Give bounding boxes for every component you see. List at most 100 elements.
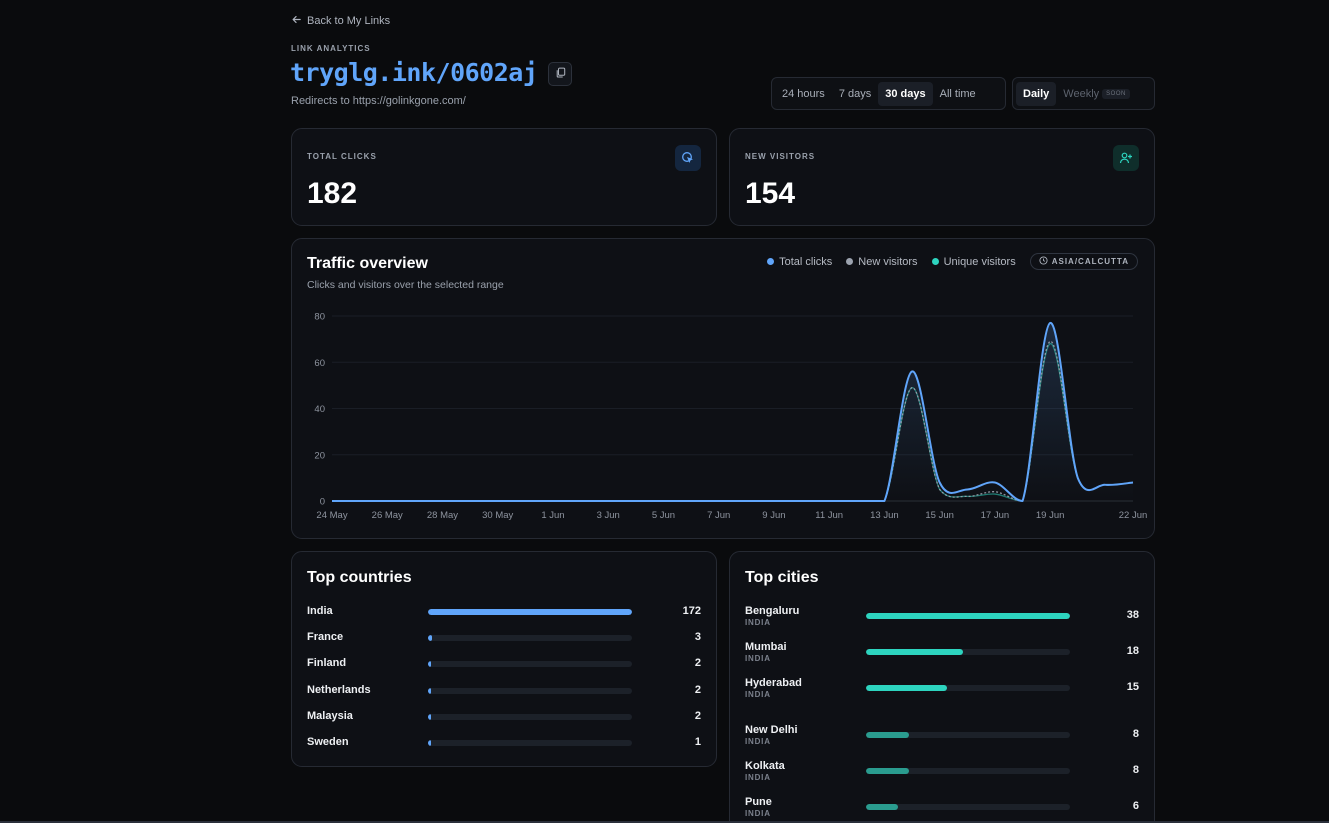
bar-track — [428, 635, 632, 641]
bar-track — [428, 688, 632, 694]
country-row-count: 172 — [682, 605, 701, 617]
granularity-selector: Daily Weekly SOON — [1012, 77, 1155, 110]
x-tick-label: 30 May — [482, 510, 513, 521]
country-row: Netherlands 2 — [307, 684, 701, 712]
range-option-all-time[interactable]: All time — [939, 87, 976, 100]
stat-label: TOTAL CLICKS — [307, 152, 377, 161]
bar-track — [428, 740, 632, 746]
city-row-count: 8 — [1132, 728, 1139, 740]
x-tick-label: 3 Jun — [597, 510, 620, 521]
x-tick-label: 19 Jun — [1036, 510, 1065, 521]
bar-track — [428, 609, 632, 615]
city-row-country: INDIA — [745, 809, 771, 818]
total-clicks-area — [332, 322, 1133, 501]
page-eyebrow: LINK ANALYTICS — [291, 44, 371, 53]
country-row: India 172 — [307, 605, 701, 633]
y-tick-label: 80 — [314, 312, 325, 323]
traffic-line-chart: 0 20 40 60 80 24 May 26 May 28 May 30 May 1 Jun 3 … — [314, 312, 1148, 522]
bar-fill — [866, 685, 947, 691]
city-row: New Delhi INDIA 8 — [745, 724, 1139, 752]
top-countries-card: Top countries India 172 France 3 Finland 2 Net… — [291, 551, 717, 767]
time-range-selector: 24 hours 7 days 30 days All time — [771, 77, 1006, 110]
country-row-count: 1 — [694, 736, 701, 748]
stat-value: 182 — [307, 177, 358, 210]
user-plus-icon — [1113, 145, 1139, 171]
bar-fill — [428, 661, 432, 667]
city-row: Bengaluru INDIA 38 — [745, 605, 1139, 633]
city-row-name: Kolkata — [745, 760, 785, 772]
bar-track — [428, 714, 632, 720]
short-url-title: tryglg.ink/0602aj — [290, 58, 538, 87]
bar-track — [866, 649, 1070, 655]
back-to-links-link[interactable]: Back to My Links — [291, 14, 390, 28]
x-tick-label: 13 Jun — [870, 510, 899, 521]
copy-url-button[interactable] — [548, 62, 572, 86]
y-tick-label: 60 — [314, 358, 325, 369]
x-tick-label: 11 Jun — [815, 510, 843, 521]
legend-item-total-clicks: Total clicks — [767, 256, 832, 268]
stat-label: NEW VISITORS — [745, 152, 816, 161]
city-row-name: Hyderabad — [745, 677, 802, 689]
stat-value: 154 — [745, 177, 796, 210]
range-option-30d[interactable]: 30 days — [878, 81, 933, 106]
copy-icon — [555, 65, 566, 83]
x-tick-label: 26 May — [372, 510, 403, 521]
country-row: Malaysia 2 — [307, 710, 701, 738]
city-row-count: 6 — [1132, 800, 1139, 812]
city-row-name: Mumbai — [745, 641, 787, 653]
bar-track — [866, 768, 1070, 774]
city-row: Pune INDIA 6 — [745, 796, 1139, 823]
bar-fill — [428, 740, 432, 746]
country-row: Sweden 1 — [307, 736, 701, 764]
legend-label: Total clicks — [779, 255, 833, 268]
total-clicks-card: TOTAL CLICKS 182 — [291, 128, 717, 226]
bar-fill — [866, 768, 909, 774]
legend-item-new-visitors: New visitors — [846, 256, 918, 268]
x-tick-label: 28 May — [427, 510, 458, 521]
country-row-name: Sweden — [307, 736, 349, 748]
bar-track — [866, 804, 1070, 810]
country-row-name: India — [307, 605, 333, 617]
legend-dot — [767, 258, 775, 265]
x-tick-label: 24 May — [316, 510, 347, 521]
legend-dot — [846, 258, 854, 265]
country-row-name: Finland — [307, 657, 347, 669]
bar-track — [866, 685, 1070, 691]
city-row-country: INDIA — [745, 618, 771, 627]
bar-track — [428, 661, 632, 667]
new-visitors-card: NEW VISITORS 154 — [729, 128, 1155, 226]
clock-icon — [1039, 256, 1048, 267]
traffic-subtitle: Clicks and visitors over the selected ra… — [307, 279, 504, 291]
x-tick-label: 5 Jun — [652, 510, 675, 521]
top-cities-title: Top cities — [745, 569, 819, 586]
legend-item-unique-visitors: Unique visitors — [931, 256, 1016, 268]
arrow-left-icon — [291, 14, 302, 28]
country-row-name: Netherlands — [307, 684, 371, 696]
x-tick-label: 22 Jun — [1119, 510, 1148, 521]
country-row: Finland 2 — [307, 657, 701, 685]
x-tick-label: 17 Jun — [981, 510, 1010, 521]
city-row-name: Pune — [745, 796, 772, 808]
bar-fill — [428, 609, 632, 615]
x-tick-label: 7 Jun — [707, 510, 730, 521]
redirect-target-text: Redirects to https://golinkgone.com/ — [291, 95, 466, 107]
x-tick-label: 1 Jun — [541, 510, 564, 521]
cursor-click-icon — [675, 145, 701, 171]
city-row-count: 15 — [1126, 681, 1139, 693]
series-line-new-visitors — [332, 340, 1134, 502]
bar-fill — [866, 732, 909, 738]
granularity-daily[interactable]: Daily — [1016, 81, 1057, 106]
range-option-7d[interactable]: 7 days — [838, 87, 872, 100]
city-row-count: 8 — [1132, 764, 1139, 776]
city-row-count: 18 — [1126, 645, 1139, 657]
city-row-name: Bengaluru — [745, 605, 800, 617]
granularity-weekly[interactable]: Weekly SOON — [1056, 82, 1137, 106]
city-row-count: 38 — [1126, 609, 1139, 621]
y-tick-label: 0 — [320, 497, 325, 508]
bar-fill — [866, 613, 1070, 619]
city-row: Hyderabad INDIA 15 — [745, 677, 1139, 705]
bottom-divider — [0, 821, 1329, 823]
range-option-24h[interactable]: 24 hours — [782, 87, 825, 100]
soon-badge: SOON — [1102, 88, 1130, 99]
